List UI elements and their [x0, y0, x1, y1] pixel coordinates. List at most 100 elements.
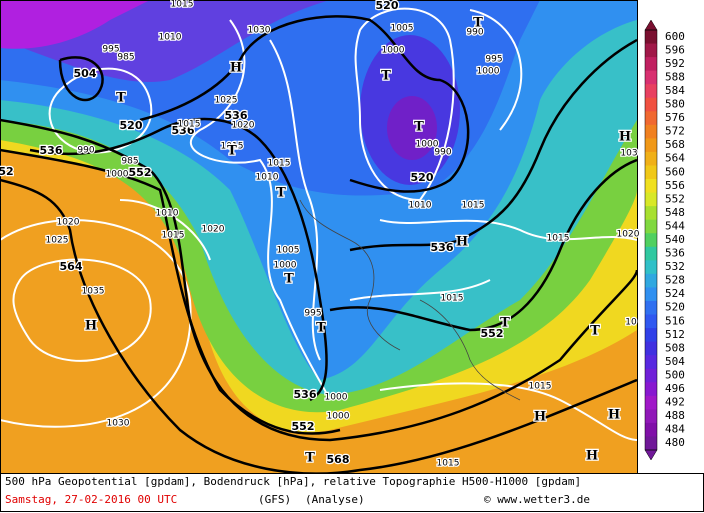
map-label: 1010	[156, 209, 179, 219]
map-label: T	[316, 321, 326, 336]
map-label: 1035	[82, 287, 105, 297]
map-label: T	[500, 316, 510, 331]
legend-swatch	[645, 422, 657, 437]
map-label: 1005	[391, 24, 414, 34]
legend-swatch	[645, 233, 657, 248]
map-label: 1000	[274, 261, 297, 271]
legend-swatch	[645, 328, 657, 343]
legend-label: 508	[665, 341, 685, 354]
legend-label: 488	[665, 409, 685, 422]
legend-border	[644, 29, 658, 451]
caption-line: 500 hPa Geopotential [gpdam], Bodendruck…	[5, 475, 581, 488]
legend-label: 568	[665, 138, 685, 151]
map-label: 1020	[617, 230, 640, 240]
map-label: 1015	[441, 294, 464, 304]
map-label: 1000	[106, 170, 129, 180]
map-label: H	[230, 61, 242, 76]
legend-label: 556	[665, 179, 685, 192]
map-label: 1015	[437, 459, 460, 469]
legend-label: 516	[665, 314, 685, 327]
map-labels: 504 520 536 552 536 536 520 520 536 552 564 536 552 5…	[0, 0, 641, 470]
legend-label: 532	[665, 260, 685, 273]
map-label: 1000	[325, 393, 348, 403]
legend-label: 548	[665, 206, 685, 219]
map-label: 1020	[202, 225, 225, 235]
legend-label: 544	[665, 219, 685, 232]
map-label: T	[284, 272, 294, 287]
legend-swatch	[645, 97, 657, 112]
map-label: T	[276, 186, 286, 201]
legend-swatch	[645, 355, 657, 370]
legend-label: 596	[665, 43, 685, 56]
map-label: 1010	[159, 33, 182, 43]
map-label: 536	[431, 241, 454, 254]
map-label: 1015	[529, 382, 552, 392]
map-label: 1030	[248, 26, 271, 36]
map-label: 1015	[462, 201, 485, 211]
map-label: 990	[77, 146, 94, 156]
coastlines	[299, 199, 521, 401]
map-label: 536	[225, 109, 248, 122]
map-label: T	[590, 324, 600, 339]
map-label: 1010	[256, 173, 279, 183]
legend-swatch	[645, 341, 657, 356]
legend-swatch	[645, 111, 657, 126]
legend-label: 480	[665, 436, 685, 449]
map-label: H	[619, 130, 631, 145]
map-label: 520	[376, 0, 399, 12]
map-label: 1000	[382, 46, 405, 56]
map-label: T	[116, 91, 126, 106]
map-fill	[387, 96, 437, 160]
legend-swatch	[645, 395, 657, 410]
map-label: 10	[625, 318, 637, 328]
caption-date: Samstag, 27-02-2016 00 UTC	[5, 493, 177, 506]
map-label: 552	[481, 327, 504, 340]
legend-swatch	[645, 382, 657, 397]
map-label: 1015	[268, 159, 291, 169]
caption-run: (Analyse)	[305, 493, 365, 506]
map-label: 1015	[221, 142, 244, 152]
legend-swatch	[645, 151, 657, 166]
map-label: 1020	[57, 218, 80, 228]
legend-swatch	[645, 124, 657, 139]
map-label: 1010	[409, 201, 432, 211]
legend-label: 564	[665, 152, 685, 165]
legend-label: 500	[665, 368, 685, 381]
legend-swatch	[645, 436, 657, 451]
legend-swatch	[645, 192, 657, 207]
legend-swatch	[645, 70, 657, 85]
legend-label: 536	[665, 247, 685, 260]
legend-swatch	[645, 43, 657, 58]
map-label: 1030	[107, 419, 130, 429]
legend-arrow-top	[644, 19, 658, 31]
map-label: H	[586, 449, 598, 464]
map-label: 564	[60, 260, 83, 273]
map-label: 1015	[178, 120, 201, 130]
map-label: 1020	[232, 121, 255, 131]
map-label: 1000	[327, 412, 350, 422]
legend-label: 572	[665, 125, 685, 138]
legend-swatch	[645, 165, 657, 180]
map-label: 568	[327, 453, 350, 466]
legend-label: 520	[665, 301, 685, 314]
geopotential-contours	[0, 15, 637, 473]
map-label: 1000	[416, 140, 439, 150]
color-legend: 6005965925885845805765725685645605565525…	[644, 19, 685, 461]
legend-swatch	[645, 300, 657, 316]
map-label: T	[414, 120, 424, 135]
legend-swatch	[645, 219, 657, 234]
legend-arrow-bottom	[644, 449, 658, 461]
map-label: 1000	[477, 67, 500, 77]
map-label: 552	[292, 420, 315, 433]
map-label: 1015	[171, 0, 194, 10]
legend-label: 540	[665, 233, 685, 246]
legend-label: 496	[665, 382, 685, 395]
legend-swatch	[645, 179, 657, 194]
map-label: 1015	[162, 231, 185, 241]
map-label: 1025	[215, 96, 238, 106]
map-label: 1005	[277, 246, 300, 256]
map-label: 985	[121, 157, 138, 167]
legend-label: 560	[665, 165, 685, 178]
legend-label: 600	[665, 30, 685, 43]
legend-label: 512	[665, 328, 685, 341]
